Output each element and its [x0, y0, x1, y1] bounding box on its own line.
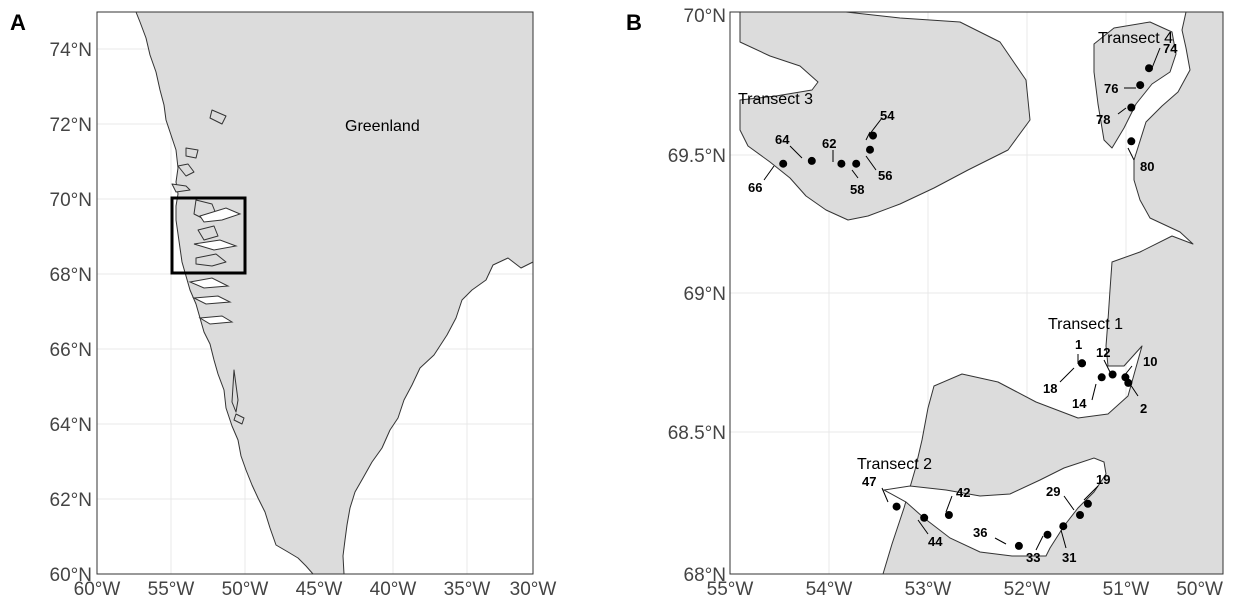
station-label-29: 29 [1046, 484, 1060, 499]
lat-label: 70°N [684, 6, 726, 27]
lon-label: 51°W [1103, 579, 1150, 600]
panel-a-frame [96, 11, 534, 575]
station-dot-33 [1043, 530, 1052, 539]
station-label-1: 1 [1075, 337, 1082, 352]
mainland-east [882, 11, 1224, 575]
station-label-56: 56 [878, 168, 892, 183]
station-label-10: 10 [1143, 354, 1157, 369]
lat-label: 69°N [684, 284, 726, 305]
lat-label: 69.5°N [668, 146, 726, 167]
lat-label: 74°N [50, 40, 92, 61]
lon-label: 54°W [806, 579, 853, 600]
lon-label: 30°W [510, 579, 557, 600]
station-dot-44 [920, 513, 929, 522]
station-label-76: 76 [1104, 81, 1118, 96]
lat-label: 64°N [50, 415, 92, 436]
station-dot-56 [866, 145, 874, 154]
panel-b: B Transect 3 Transect 4 Transect 1 Trans… [626, 6, 1224, 600]
station-label-66: 66 [748, 180, 762, 195]
station-dot-29 [1076, 511, 1084, 519]
station-dots [779, 64, 1153, 550]
station-dot-78 [1127, 103, 1136, 112]
station-label-62: 62 [822, 136, 836, 151]
lon-label: 55°W [148, 579, 195, 600]
station-label-54: 54 [880, 108, 895, 123]
lon-label: 60°W [74, 579, 121, 600]
lat-label: 68°N [50, 265, 92, 286]
station-dot-58 [852, 159, 861, 168]
lat-label: 68.5°N [668, 423, 726, 444]
lon-label: 45°W [296, 579, 343, 600]
lat-label: 60°N [50, 565, 92, 586]
lat-label: 72°N [50, 115, 92, 136]
greenland-landmass [135, 11, 534, 575]
station-dot-36 [1014, 541, 1023, 550]
lon-label: 40°W [370, 579, 417, 600]
lat-label: 68°N [684, 565, 726, 586]
station-label-80: 80 [1140, 159, 1154, 174]
station-dot-18 [1078, 359, 1086, 368]
station-label-42: 42 [956, 485, 970, 500]
panel-a-fjords [188, 207, 242, 325]
station-label-12: 12 [1096, 345, 1110, 360]
greenland-label: Greenland [345, 118, 420, 135]
station-label-2: 2 [1140, 401, 1147, 416]
inset-box [170, 196, 247, 275]
station-dot-47 [892, 502, 901, 511]
transect-3-label: Transect 3 [738, 91, 813, 108]
station-label-44: 44 [928, 534, 943, 549]
station-label-74: 74 [1163, 41, 1178, 56]
transect-1-label: Transect 1 [1048, 316, 1123, 333]
lon-label: 50°W [1176, 579, 1223, 600]
disko-island [739, 11, 1031, 221]
panel-b-lat-labels: 68°N 68.5°N 69°N 69.5°N 70°N [668, 6, 726, 586]
station-label-78: 78 [1096, 112, 1110, 127]
lon-label: 53°W [905, 579, 952, 600]
station-dot-64 [807, 156, 816, 165]
station-label-14: 14 [1072, 396, 1087, 411]
station-label-58: 58 [850, 182, 864, 197]
station-label-33: 33 [1026, 550, 1040, 565]
station-dot-54 [869, 131, 877, 140]
panel-a-lat-labels: 60°N 62°N 64°N 66°N 68°N 70°N 72°N 74°N [50, 40, 92, 586]
lat-label: 66°N [50, 340, 92, 361]
station-label-18: 18 [1043, 381, 1057, 396]
station-label-47: 47 [862, 474, 876, 489]
station-dot-31 [1059, 522, 1068, 531]
station-dot-66 [779, 159, 788, 168]
lon-label: 50°W [222, 579, 269, 600]
lon-label: 52°W [1004, 579, 1051, 600]
lon-label: 55°W [707, 579, 754, 600]
lon-label: 35°W [444, 579, 491, 600]
station-labels: 1 2 10 12 14 18 19 29 31 33 36 42 44 47 … [748, 41, 1178, 565]
station-label-64: 64 [775, 132, 790, 147]
transect-2-fjord [882, 457, 1107, 557]
station-dot-80 [1127, 137, 1136, 146]
station-dot-42 [944, 511, 953, 519]
lat-label: 70°N [50, 190, 92, 211]
transect-4-label: Transect 4 [1098, 30, 1173, 47]
station-dot-12 [1108, 370, 1117, 379]
station-dot-10 [1121, 373, 1130, 382]
panel-a-letter: A [10, 10, 26, 35]
transect-4-land [1093, 21, 1177, 149]
panel-b-frame [729, 11, 1224, 575]
panel-a: A [10, 10, 556, 600]
station-dot-62 [837, 159, 846, 168]
transect-2-label: Transect 2 [857, 456, 932, 473]
panel-b-letter: B [626, 10, 642, 35]
station-dot-74 [1145, 64, 1153, 73]
station-label-31: 31 [1062, 550, 1076, 565]
station-dot-76 [1136, 81, 1145, 90]
lat-label: 62°N [50, 490, 92, 511]
station-label-19: 19 [1096, 472, 1110, 487]
station-label-36: 36 [973, 525, 987, 540]
station-dot-19 [1083, 499, 1092, 508]
station-dot-14 [1097, 373, 1106, 382]
panel-b-lon-labels: 55°W 54°W 53°W 52°W 51°W 50°W [707, 579, 1223, 600]
panel-a-lon-labels: 60°W 55°W 50°W 45°W 40°W 35°W 30°W [74, 579, 557, 600]
